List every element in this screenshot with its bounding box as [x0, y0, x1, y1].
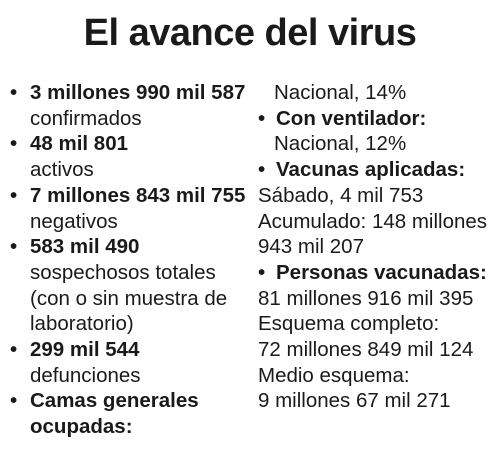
stat-negativos-value: 7 millones 843 mil 755	[30, 183, 246, 207]
bullet-icon: •	[10, 338, 18, 362]
left-column: • 3 millones 990 mil 587 confirmados • 4…	[8, 80, 248, 440]
medio-esquema-value: 9 millones 67 mil 271	[258, 389, 451, 413]
bullet-icon: •	[10, 132, 18, 156]
ventilador-label: Con ventilador:	[276, 106, 427, 130]
list-item-confirmados: • 3 millones 990 mil 587 confirmados	[8, 80, 248, 131]
bullet-icon: •	[10, 235, 18, 259]
ventilador-value: Nacional, 12%	[274, 132, 407, 156]
list-item-defunciones: • 299 mil 544 defunciones	[8, 337, 248, 388]
page-title: El avance del virus	[83, 12, 417, 54]
list-item-camas-generales: • Camas generales ocupadas:	[8, 388, 248, 439]
list-item-ventilador: • Con ventilador:	[258, 106, 500, 132]
stat-activos-value: 48 mil 801	[30, 132, 129, 156]
list-item-sospechosos: • 583 mil 490 sospechosos totales (con o…	[8, 234, 248, 337]
vacunas-acumulado: Acumulado: 148 millones 943 mil 207	[258, 209, 488, 259]
bullet-icon: •	[258, 158, 266, 182]
list-item-vacunas: • Vacunas aplicadas:	[258, 157, 500, 183]
bullet-icon: •	[10, 81, 18, 104]
vacunas-label: Vacunas aplicadas:	[276, 158, 466, 182]
medio-esquema-label: Medio esquema:	[258, 363, 410, 387]
list-item-personas: • Personas vacunadas:	[258, 260, 500, 286]
stat-defunciones-label: defunciones	[30, 363, 141, 387]
vacunas-sabado: Sábado, 4 mil 753	[258, 183, 424, 207]
list-item-activos: • 48 mil 801 activos	[8, 131, 248, 182]
personas-total: 81 millones 916 mil 395	[258, 286, 474, 310]
stat-confirmados-value: 3 millones 990 mil 587	[30, 81, 246, 104]
camas-generales-label: Camas generales ocupadas:	[30, 389, 199, 439]
stat-confirmados-label: confirmados	[30, 106, 142, 130]
bullet-icon: •	[258, 260, 266, 284]
stat-sospechosos-value: 583 mil 490	[30, 235, 140, 259]
bullet-icon: •	[258, 106, 266, 130]
personas-label: Personas vacunadas:	[276, 260, 487, 284]
esquema-completo-label: Esquema completo:	[258, 312, 440, 336]
camas-generales-value: Nacional, 14%	[274, 81, 407, 104]
stat-activos-label: activos	[30, 158, 94, 182]
right-column: Nacional, 14% • Con ventilador: Nacional…	[258, 80, 500, 414]
bullet-icon: •	[10, 389, 18, 413]
list-item-negativos: • 7 millones 843 mil 755 negativos	[8, 183, 248, 234]
bullet-icon: •	[10, 183, 18, 207]
stat-negativos-label: negativos	[30, 209, 118, 233]
esquema-completo-value: 72 millones 849 mil 124	[258, 338, 474, 362]
stat-defunciones-value: 299 mil 544	[30, 338, 140, 362]
stat-sospechosos-label: sospechosos totales (con o sin muestra d…	[30, 260, 228, 336]
